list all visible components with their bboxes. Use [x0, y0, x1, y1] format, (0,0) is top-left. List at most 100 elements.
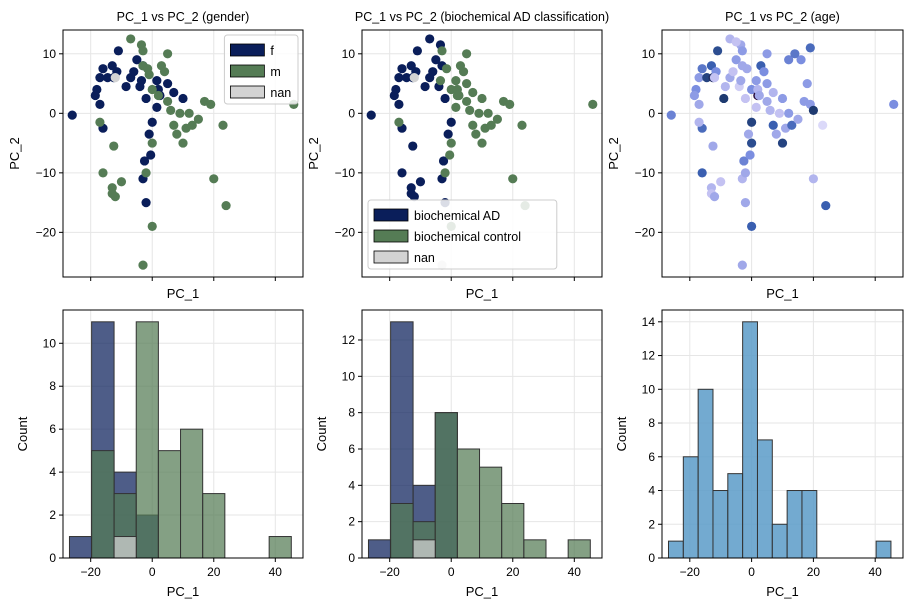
legend-label: m: [270, 65, 280, 79]
scatter-point: [728, 67, 738, 77]
scatter-point-m: [159, 67, 170, 77]
scatter-point-biochemical-control: [437, 46, 447, 56]
scatter-point-f: [139, 156, 150, 166]
scatter-point: [747, 138, 757, 148]
y-tick-label: 10: [342, 47, 356, 61]
scatter-point-biochemical-control: [486, 120, 496, 130]
histogram-bar-nan: [412, 539, 436, 559]
scatter-point: [821, 200, 831, 211]
scatter-point-biochemical-control: [442, 64, 452, 74]
scatter-point: [751, 75, 761, 86]
scatter-point-nan: [409, 73, 419, 83]
histogram-bar-count: [727, 473, 744, 559]
scatter-point-biochemical-AD: [446, 117, 456, 127]
histogram-bar-m: [202, 493, 226, 559]
scatter-point: [805, 43, 815, 53]
x-axis-label: PC_1: [167, 286, 200, 301]
legend-swatch: [373, 208, 409, 222]
x-axis-label: PC_1: [766, 286, 799, 301]
histogram-bar-biochemical-control: [479, 466, 503, 559]
y-axis-label: PC_2: [606, 137, 621, 170]
histogram-bar-count: [756, 439, 773, 559]
scatter-point: [709, 73, 720, 83]
y-axis-label: Count: [614, 416, 629, 451]
chart-title: PC_1 vs PC_2 (biochemical AD classificat…: [355, 10, 609, 24]
legend-swatch: [373, 229, 409, 243]
y-tick-label: 10: [342, 369, 356, 383]
scatter-point-f: [132, 55, 142, 65]
scatter-point-m: [175, 108, 185, 118]
scatter-point: [740, 168, 751, 178]
scatter-point-m: [138, 260, 148, 270]
scatter-point: [694, 73, 704, 83]
scatter-point-f: [147, 117, 157, 127]
y-tick-label: 12: [642, 349, 656, 363]
scatter-point: [889, 99, 899, 109]
chart-panel-1: −20 −10 0 10 PC_1 PC_2 PC_1 vs PC_2 (gender) fm…: [7, 10, 304, 301]
scatter-point: [808, 105, 818, 115]
scatter-point-biochemical-control: [440, 168, 450, 178]
scatter-point-m: [141, 168, 151, 178]
x-tick-label: 20: [807, 565, 821, 579]
legend-swatch: [229, 64, 265, 78]
scatter-point-m: [218, 120, 228, 130]
scatter-point-biochemical-AD: [389, 90, 399, 101]
scatter-point-biochemical-control: [468, 87, 478, 98]
scatter-point-f: [141, 198, 151, 208]
scatter-point-biochemical-control: [394, 117, 404, 127]
scatter-point-biochemical-control: [468, 120, 478, 130]
y-tick-label: 6: [49, 422, 56, 436]
x-tick-label: 40: [869, 565, 883, 579]
scatter-point-m: [126, 34, 136, 44]
x-tick-label: 20: [506, 565, 520, 579]
scatter-point-m: [138, 46, 148, 56]
scatter-point: [716, 177, 726, 187]
scatter-point-m: [172, 129, 182, 139]
scatter-point: [736, 75, 746, 86]
scatter-point-biochemical-AD: [394, 99, 404, 109]
x-tick-label: 40: [568, 565, 582, 579]
y-tick-label: 12: [342, 333, 356, 347]
histogram-bar-count: [697, 388, 714, 559]
y-tick-label: 8: [49, 379, 56, 393]
scatter-point: [793, 114, 803, 124]
axes-frame: [661, 309, 904, 559]
scatter-point-biochemical-control: [483, 108, 493, 118]
scatter-point: [697, 64, 707, 74]
scatter-point-biochemical-control: [462, 96, 472, 107]
scatter-point-biochemical-control: [451, 75, 461, 86]
scatter-point-m: [147, 84, 157, 95]
scatter-point-biochemical-control: [445, 150, 455, 160]
histogram-bar-m: [91, 450, 115, 559]
legend-swatch: [229, 43, 265, 57]
x-axis-label: PC_1: [766, 584, 799, 599]
legend-label: nan: [414, 251, 435, 265]
y-tick-label: 2: [49, 508, 56, 522]
scatter-point-f: [152, 102, 162, 112]
scatter-point: [762, 49, 772, 59]
y-axis-label: PC_2: [7, 137, 22, 170]
histogram-bar-count: [667, 540, 684, 559]
scatter-point: [784, 55, 794, 65]
scatter-point: [784, 108, 794, 118]
scatter-point: [759, 67, 769, 77]
legend-swatch: [373, 250, 409, 264]
histogram-bar-biochemical-control: [523, 539, 547, 559]
y-tick-label: 0: [348, 106, 355, 120]
y-axis-label: Count: [314, 416, 329, 451]
scatter-point-m: [178, 138, 188, 148]
scatter-point-biochemical-AD: [440, 93, 450, 104]
chart-panel-5: −20 0 20 40 0 2 4 6 8 10 12 PC_1 Count: [314, 309, 603, 599]
scatter-point-m: [163, 96, 173, 107]
scatter-point-f: [141, 93, 151, 104]
scatter-point: [731, 55, 741, 65]
axes-frame: [62, 29, 304, 278]
histogram-bar-biochemical-control: [567, 539, 591, 559]
scatter-point: [762, 78, 772, 89]
scatter-point: [708, 141, 718, 151]
x-tick-label: 0: [149, 565, 156, 579]
scatter-point-m: [163, 49, 173, 59]
scatter-point-biochemical-AD: [408, 141, 418, 151]
histogram-bar-count: [875, 540, 892, 559]
